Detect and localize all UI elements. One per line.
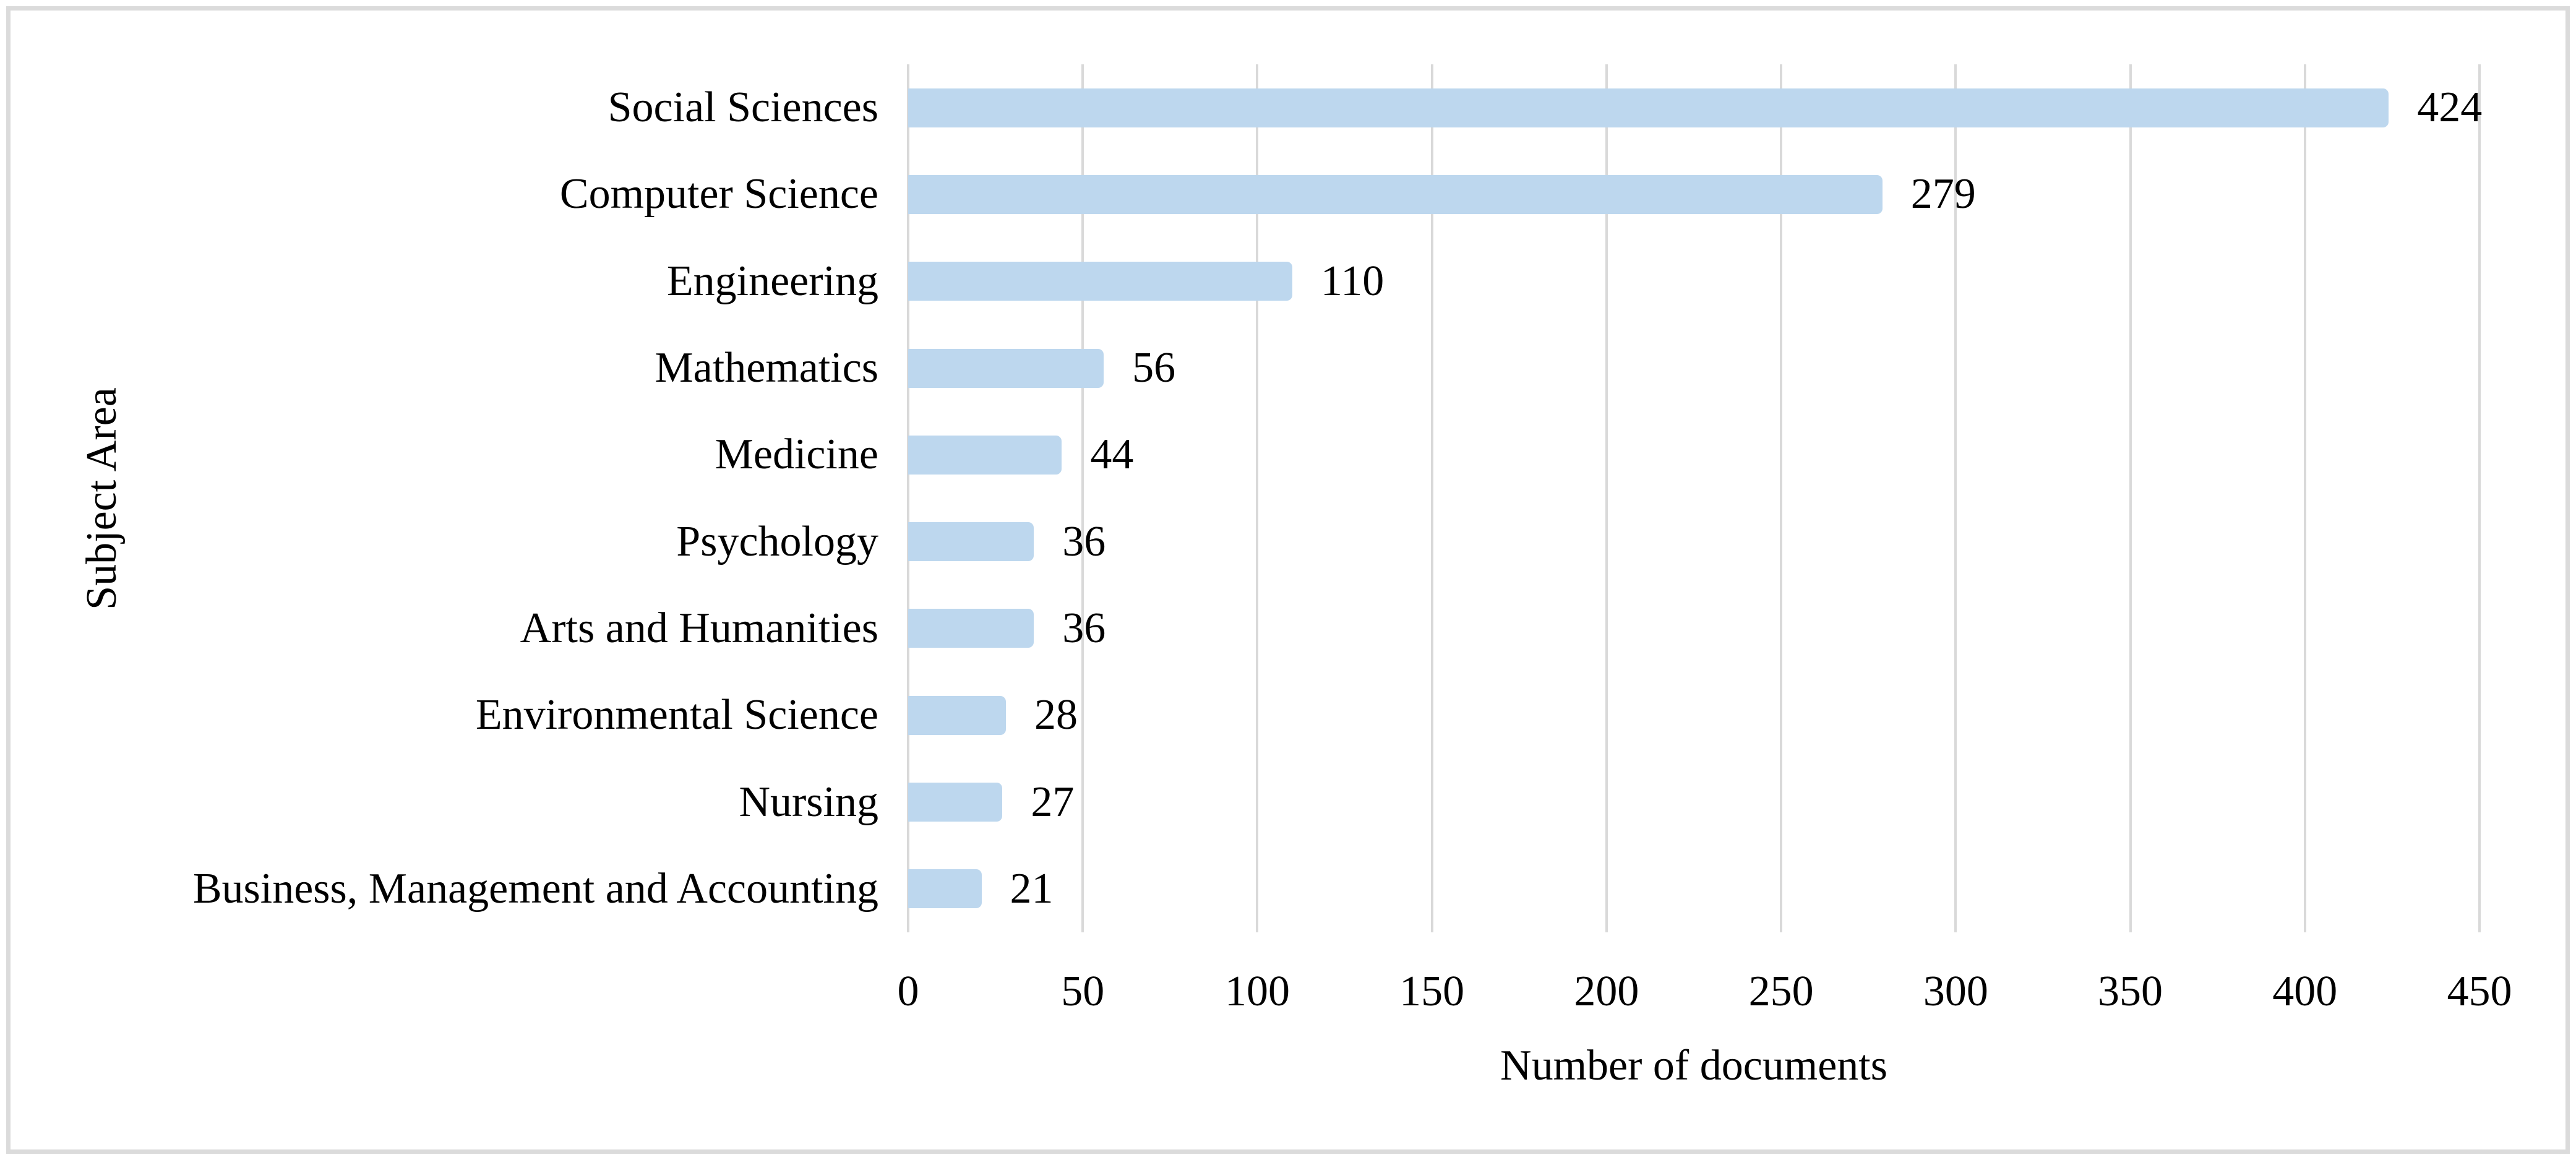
value-label: 36 — [1062, 604, 1106, 652]
value-label: 27 — [1031, 778, 1075, 826]
value-label: 424 — [2417, 84, 2483, 132]
value-label: 28 — [1034, 691, 1078, 739]
value-label: 56 — [1132, 344, 1176, 392]
category-label: Arts and Humanities — [520, 604, 878, 652]
value-label: 21 — [1010, 864, 1054, 913]
category-label: Medicine — [715, 431, 878, 479]
gridline-x-50 — [1081, 64, 1084, 932]
value-label: 110 — [1320, 257, 1385, 305]
category-label: Social Sciences — [608, 84, 878, 132]
x-tick-label-300: 300 — [1923, 968, 1988, 1015]
bar-computer-science — [908, 174, 1883, 214]
category-label: Engineering — [666, 257, 878, 305]
gridline-x-150 — [1430, 64, 1433, 932]
bar-business-management-and-accounting — [908, 869, 982, 909]
x-tick-label-50: 50 — [1061, 968, 1105, 1015]
category-label: Mathematics — [655, 344, 878, 392]
bar-nursing — [908, 783, 1003, 822]
value-label: 36 — [1062, 517, 1106, 565]
bar-mathematics — [908, 348, 1104, 388]
value-label: 279 — [1910, 170, 1976, 218]
gridline-x-250 — [1780, 64, 1783, 932]
x-tick-label-400: 400 — [2272, 968, 2338, 1015]
bar-arts-and-humanities — [908, 609, 1034, 648]
gridline-x-350 — [2129, 64, 2132, 932]
gridline-x-450 — [2478, 64, 2481, 932]
category-label: Psychology — [676, 517, 878, 565]
plot-area: 424 279 110 56 44 36 36 28 27 21 — [907, 64, 2483, 932]
x-tick-label-200: 200 — [1574, 968, 1639, 1015]
category-label: Nursing — [739, 778, 878, 826]
x-tick-label-150: 150 — [1399, 968, 1465, 1015]
category-label: Business, Management and Accounting — [192, 864, 878, 913]
x-tick-label-0: 0 — [897, 968, 919, 1015]
bar-environmental-science — [908, 695, 1007, 735]
gridline-x-0 — [907, 64, 909, 932]
gridline-x-100 — [1256, 64, 1259, 932]
gridline-x-300 — [1954, 64, 1957, 932]
gridline-x-400 — [2303, 64, 2306, 932]
x-tick-label-350: 350 — [2098, 968, 2163, 1015]
value-label: 44 — [1090, 431, 1134, 479]
x-tick-label-100: 100 — [1224, 968, 1290, 1015]
bar-psychology — [908, 522, 1034, 562]
x-tick-label-450: 450 — [2447, 968, 2512, 1015]
category-label: Environmental Science — [475, 691, 878, 739]
category-label: Computer Science — [559, 170, 878, 218]
x-tick-label-250: 250 — [1748, 968, 1814, 1015]
gridline-x-200 — [1605, 64, 1608, 932]
bar-social-sciences — [908, 88, 2389, 127]
bar-engineering — [908, 262, 1292, 301]
x-axis-title: Number of documents — [1500, 1042, 1887, 1089]
bar-medicine — [908, 435, 1062, 475]
